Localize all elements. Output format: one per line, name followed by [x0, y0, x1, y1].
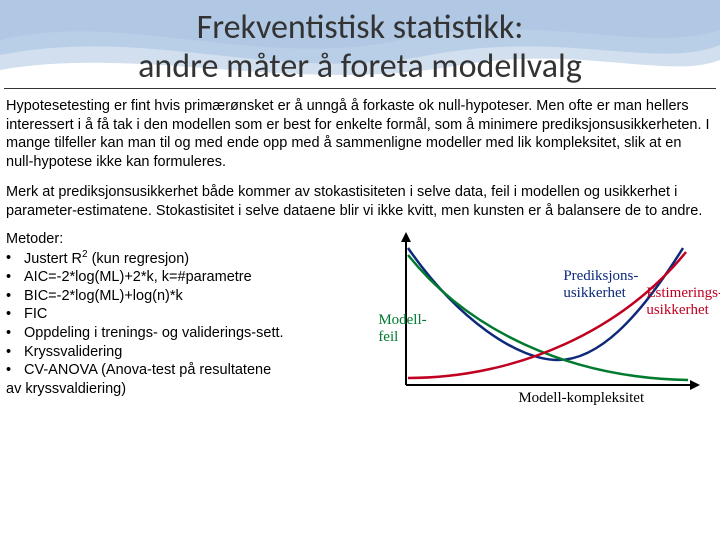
page-title: Frekventistisk statistikk:andre måter å … [4, 0, 716, 89]
methods-item: Justert R2 (kun regresjon) [24, 249, 388, 268]
title-line1: Frekventistisk statistikk:andre måter å … [138, 7, 582, 87]
methods-list: Justert R2 (kun regresjon)AIC=-2*log(ML)… [6, 249, 388, 380]
paragraph-2: Merk at prediksjonsusikkerhet både komme… [0, 179, 720, 228]
methods-item: Kryssvalidering [24, 343, 388, 362]
chart-x-label: Modell-kompleksitet [518, 390, 644, 407]
y-axis-arrow [401, 232, 411, 242]
chart-curve-label: Modell-feil [378, 312, 426, 345]
methods-item: Oppdeling i trenings- og validerings-set… [24, 324, 388, 343]
curve [408, 248, 683, 360]
methods-block: Metoder: Justert R2 (kun regresjon)AIC=-… [6, 230, 388, 405]
chart-curve-label: Estimerings-usikkerhet [646, 285, 720, 318]
methods-header: Metoder: [6, 230, 388, 249]
paragraph-1: Hypotesetesting er fint hvis primærønske… [0, 93, 720, 179]
methods-item: BIC=-2*log(ML)+log(n)*k [24, 287, 388, 306]
methods-item: AIC=-2*log(ML)+2*k, k=#parametre [24, 268, 388, 287]
methods-footer: av kryssvaldiering) [6, 380, 388, 399]
chart-curve-label: Prediksjons-usikkerhet [563, 268, 638, 301]
methods-item: CV-ANOVA (Anova-test på resultatene [24, 361, 388, 380]
methods-item: FIC [24, 305, 388, 324]
x-axis-arrow [690, 380, 700, 390]
tradeoff-chart: Prediksjons-usikkerhetModell-feilEstimer… [388, 230, 714, 405]
